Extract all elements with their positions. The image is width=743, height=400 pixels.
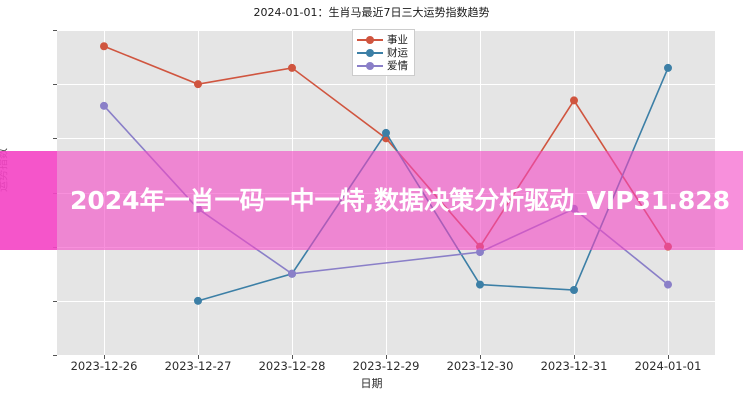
y-axis-tick-mark <box>53 84 57 86</box>
x-axis-tick-mark <box>292 355 293 359</box>
legend-item-1[interactable]: 事业 <box>357 33 408 46</box>
x-axis-title: 日期 <box>360 377 383 390</box>
legend-marker-icon <box>357 34 383 46</box>
legend-item-3[interactable]: 爱情 <box>357 59 408 72</box>
x-axis-tick-label: 2023-12-27 <box>164 359 232 373</box>
x-axis-tick-label: 2023-12-29 <box>352 359 420 373</box>
y-axis-tick-mark <box>53 300 57 302</box>
legend-marker-icon <box>357 60 383 72</box>
watermark-text: 2024年一肖一码一中一特,数据决策分析驱动_VIP31.828 <box>69 185 731 215</box>
x-axis-tick-mark <box>574 355 575 359</box>
chart-title: 2024-01-01：生肖马最近7日三大运势指数趋势 <box>253 6 490 19</box>
legend-item-label: 爱情 <box>387 60 408 72</box>
x-axis-tick-label: 2023-12-30 <box>446 359 514 373</box>
x-axis-tick-label: 2023-12-26 <box>70 359 138 373</box>
x-axis-tick-mark <box>104 355 105 359</box>
x-axis-tick-label: 2024-01-01 <box>634 359 702 373</box>
x-axis-tick-label: 2023-12-31 <box>540 359 608 373</box>
x-axis-tick-mark <box>198 355 199 359</box>
y-axis-tick-mark <box>53 138 57 140</box>
legend-marker-icon <box>357 47 383 59</box>
legend-item-label: 事业 <box>387 34 408 46</box>
x-axis-tick-mark <box>480 355 481 359</box>
y-axis-tick-mark <box>53 30 57 31</box>
y-axis-tick-mark <box>53 355 57 356</box>
x-axis-tick-label: 2023-12-28 <box>258 359 326 373</box>
x-axis-tick-mark <box>668 355 669 359</box>
watermark-band-left <box>0 151 57 250</box>
x-axis-tick-mark <box>386 355 387 359</box>
chart-legend: 事业 财运 爱情 <box>352 29 415 76</box>
